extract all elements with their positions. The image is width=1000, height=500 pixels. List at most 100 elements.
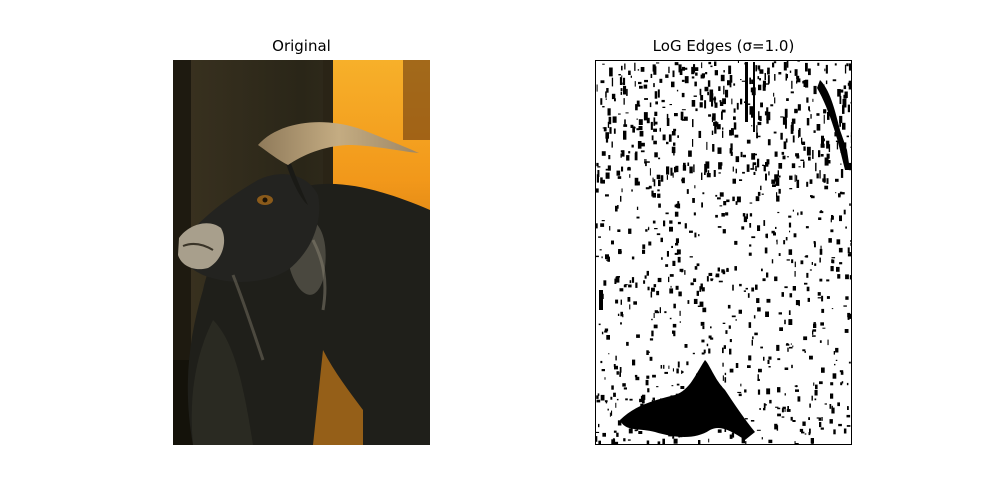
edge-pixel bbox=[820, 245, 822, 249]
edge-pixel bbox=[611, 93, 616, 100]
edge-pixel bbox=[717, 226, 722, 228]
edge-pixel bbox=[729, 148, 733, 154]
edge-pixel bbox=[657, 441, 661, 445]
edge-pixel bbox=[800, 260, 804, 265]
edge-pixel bbox=[700, 321, 705, 326]
edge-pixel bbox=[834, 63, 837, 66]
edge-pixel bbox=[612, 116, 617, 123]
edge-pixel bbox=[766, 111, 771, 121]
edge-pixel bbox=[831, 308, 834, 310]
edge-pixel bbox=[813, 85, 817, 95]
edge-pixel bbox=[832, 79, 837, 82]
edge-pixel bbox=[656, 174, 661, 180]
edge-pixel bbox=[777, 170, 779, 176]
edge-pixel bbox=[755, 284, 758, 290]
edge-pixel bbox=[654, 152, 658, 158]
edge-pixel bbox=[648, 226, 650, 229]
edge-pixel bbox=[644, 159, 647, 161]
edge-pixel bbox=[747, 365, 751, 368]
edge-pixel bbox=[833, 351, 835, 355]
edge-pixel bbox=[662, 134, 666, 141]
edge-pixel bbox=[617, 420, 622, 426]
edge-pixel bbox=[623, 284, 627, 288]
edge-pixel bbox=[795, 300, 800, 306]
edge-pixel bbox=[791, 259, 794, 264]
edge-pixel bbox=[794, 69, 798, 76]
edge-pixel bbox=[652, 177, 654, 182]
edge-pixel bbox=[756, 125, 758, 133]
edge-pixel bbox=[625, 112, 629, 114]
edge-pixel bbox=[728, 65, 732, 75]
edge-pixel bbox=[624, 284, 628, 286]
edge-pixel bbox=[791, 122, 794, 131]
edge-pixel bbox=[632, 359, 636, 366]
edge-pixel bbox=[718, 162, 722, 170]
edge-pixel bbox=[618, 74, 621, 76]
edge-pixel bbox=[735, 319, 737, 321]
edge-pixel bbox=[738, 309, 742, 314]
edge-pixel bbox=[829, 404, 832, 409]
edge-pixel bbox=[744, 389, 747, 393]
edge-pixel bbox=[806, 286, 810, 292]
edge-pixel bbox=[782, 155, 786, 160]
edge-pixel bbox=[830, 229, 834, 233]
edge-pixel bbox=[813, 130, 816, 133]
edge-pixel bbox=[694, 185, 696, 189]
edge-pixel bbox=[773, 61, 777, 64]
edge-pixel bbox=[645, 163, 647, 167]
edge-pixel bbox=[792, 286, 796, 291]
edge-pixel bbox=[715, 214, 718, 218]
edge-pixel bbox=[605, 132, 609, 139]
edge-pixel bbox=[701, 73, 705, 78]
edge-pixel bbox=[794, 385, 798, 387]
edge-pixel bbox=[631, 256, 635, 260]
edge-pixel bbox=[731, 432, 735, 438]
edge-pixel bbox=[711, 130, 714, 135]
edge-pixel bbox=[657, 89, 660, 98]
edge-pixel bbox=[677, 256, 681, 263]
edge-pixel bbox=[596, 399, 601, 403]
edge-pixel bbox=[830, 393, 834, 399]
edge-pixel bbox=[785, 73, 787, 81]
edge-pixel bbox=[675, 165, 679, 173]
edge-pixel bbox=[620, 88, 623, 92]
edge-pixel bbox=[659, 307, 661, 314]
edge-pixel bbox=[616, 170, 621, 176]
edge-pixel bbox=[751, 236, 756, 239]
edge-pixel bbox=[710, 337, 714, 340]
edge-pixel bbox=[830, 218, 832, 223]
edge-pixel bbox=[621, 150, 625, 157]
edge-pixel bbox=[772, 184, 776, 187]
edge-pixel bbox=[628, 428, 633, 434]
edge-pixel bbox=[824, 157, 829, 166]
edge-pixel bbox=[759, 408, 761, 410]
edge-pixel bbox=[623, 130, 627, 140]
edge-pixel bbox=[674, 62, 679, 66]
edge-pixel bbox=[609, 226, 611, 231]
edge-pixel bbox=[792, 209, 794, 212]
edge-pixel bbox=[842, 122, 846, 130]
edge-pixel bbox=[791, 163, 796, 169]
edge-pixel bbox=[631, 189, 633, 192]
edge-pixel bbox=[787, 347, 789, 352]
edge-pixel bbox=[623, 98, 625, 105]
edge-pixel bbox=[655, 101, 658, 105]
edge-pixel bbox=[626, 341, 629, 346]
edge-pixel bbox=[653, 128, 657, 132]
edge-pixel bbox=[607, 408, 609, 411]
edge-pixel bbox=[707, 80, 711, 87]
edge-pixel bbox=[600, 223, 605, 227]
edge-pixel bbox=[654, 111, 658, 116]
edge-pixel bbox=[776, 192, 778, 197]
edge-pixel bbox=[740, 151, 743, 158]
edge-pixel bbox=[669, 226, 673, 232]
edge-pixel bbox=[776, 195, 780, 202]
edge-pixel bbox=[654, 310, 658, 313]
edge-pixel bbox=[724, 372, 727, 376]
edge-pixel bbox=[731, 98, 733, 105]
edge-pixel bbox=[815, 162, 817, 172]
edge-pixel bbox=[785, 344, 790, 346]
edge-pixel bbox=[839, 262, 843, 265]
edge-pixel bbox=[617, 229, 621, 232]
edge-pixel bbox=[831, 215, 834, 220]
